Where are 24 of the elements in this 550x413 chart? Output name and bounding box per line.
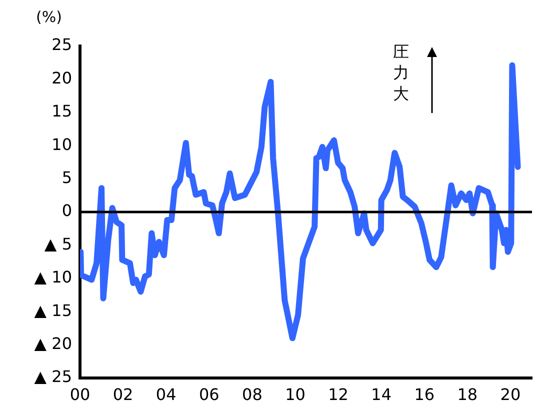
y-tick-label: ▲ 10 <box>34 268 72 287</box>
y-tick-label: 25 <box>52 35 72 54</box>
x-tick-label: 18 <box>457 384 478 404</box>
x-tick-label: 04 <box>156 384 176 404</box>
y-axis-title: (%) <box>36 8 62 26</box>
x-tick-label: 20 <box>500 384 521 404</box>
x-tick-label: 08 <box>242 384 262 404</box>
y-tick-label: 10 <box>52 134 72 154</box>
y-tick-label: 20 <box>52 68 72 88</box>
y-tick-label: ▲ 15 <box>34 300 72 320</box>
x-tick-label: 00 <box>70 384 90 404</box>
x-tick-label: 02 <box>112 384 134 404</box>
y-tick-label: ▲ 25 <box>34 367 72 386</box>
y-tick-label: 5 <box>62 168 72 187</box>
y-tick-label: ▲ 5 <box>44 234 72 254</box>
y-tick-label: 15 <box>52 102 72 121</box>
x-tick-label: 10 <box>285 384 306 404</box>
annotation: 圧力大 <box>393 42 409 104</box>
y-tick-label: 0 <box>62 201 72 220</box>
y-tick-label: ▲ 20 <box>34 334 72 353</box>
x-tick-label: 12 <box>328 384 348 404</box>
x-tick-label: 16 <box>414 384 435 404</box>
x-tick-label: 14 <box>371 384 392 404</box>
x-tick-label: 06 <box>198 384 220 404</box>
